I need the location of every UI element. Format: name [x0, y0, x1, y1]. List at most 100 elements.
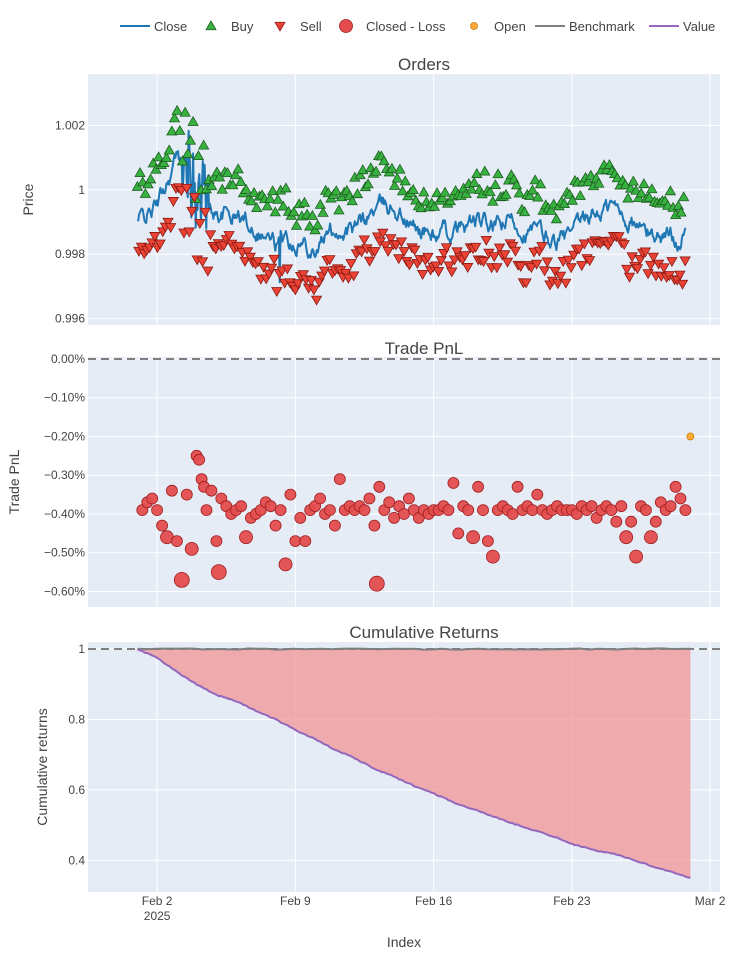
- trade_pnl-title: Trade PnL: [385, 339, 464, 358]
- buy-marker: [529, 174, 541, 185]
- buy-marker: [171, 104, 183, 115]
- x-tick-label: Mar 2: [695, 894, 726, 908]
- sell-marker: [308, 285, 320, 296]
- sell-marker: [639, 247, 652, 258]
- buy-marker: [330, 185, 342, 196]
- buy-marker: [269, 206, 281, 217]
- sell-marker: [462, 263, 474, 273]
- closed-loss-marker: [328, 519, 341, 532]
- sell-marker: [541, 257, 553, 268]
- cumulative_returns-ytick-label: 0.6: [68, 783, 85, 797]
- buy-marker: [266, 185, 279, 196]
- buy-marker: [152, 151, 165, 162]
- trade_pnl-plot-area: [88, 357, 720, 607]
- closed-loss-marker: [442, 504, 455, 517]
- orders-title: Orders: [398, 55, 450, 74]
- sell-marker: [382, 246, 394, 257]
- sell-marker: [676, 279, 689, 290]
- buy-marker: [439, 186, 451, 197]
- buy-marker: [431, 187, 443, 198]
- legend-item-value[interactable]: Value: [649, 19, 715, 34]
- sell-marker: [536, 242, 548, 253]
- legend-label: Benchmark: [569, 19, 635, 34]
- buy-marker: [142, 178, 154, 189]
- buy-marker: [235, 175, 247, 186]
- sell-marker: [443, 261, 455, 272]
- buy-marker: [179, 106, 191, 117]
- buy-marker: [630, 184, 642, 195]
- buy-marker: [197, 139, 210, 150]
- sell-marker: [268, 254, 280, 265]
- buy-marker: [532, 191, 544, 202]
- sell-markers: [133, 183, 691, 306]
- closed-loss-marker: [363, 492, 376, 505]
- trade_pnl-ytick-label: −0.30%: [44, 468, 85, 482]
- legend-item-sell[interactable]: Sell: [274, 19, 322, 34]
- buy-marker: [351, 188, 364, 199]
- sell-marker: [369, 247, 381, 258]
- buy-marker: [144, 173, 157, 184]
- legend-item-close[interactable]: Close: [120, 19, 187, 34]
- buy-marker: [526, 184, 539, 195]
- sell-marker: [584, 256, 596, 267]
- sell-marker: [422, 252, 434, 263]
- closed-loss-marker: [619, 530, 634, 545]
- closed-loss-marker: [235, 500, 248, 513]
- sell-marker: [292, 279, 304, 290]
- legend-swatch: [339, 19, 353, 33]
- closed-loss-marker: [210, 535, 223, 547]
- closed-loss-marker: [333, 473, 346, 486]
- buy-marker: [611, 172, 624, 183]
- closed-loss-marker: [402, 492, 415, 505]
- legend-label: Buy: [231, 19, 254, 34]
- buy-marker: [174, 124, 186, 135]
- buy-marker: [354, 169, 366, 180]
- sell-marker: [271, 287, 283, 298]
- legend-item-closed_loss[interactable]: Closed - Loss: [339, 19, 446, 34]
- buy-marker: [134, 167, 146, 178]
- sell-marker: [408, 245, 421, 256]
- legend-label: Open: [494, 19, 526, 34]
- sell-marker: [355, 247, 368, 258]
- buy-marker: [518, 206, 531, 217]
- closed-loss-marker: [264, 500, 277, 513]
- buy-marker: [386, 162, 398, 173]
- closed-loss-marker: [452, 527, 465, 540]
- x-tick-label: Feb 9: [280, 894, 311, 908]
- sell-marker: [626, 252, 638, 263]
- buy-marker: [333, 204, 345, 215]
- buy-marker: [574, 189, 586, 200]
- legend-item-benchmark[interactable]: Benchmark: [535, 19, 635, 34]
- buy-marker: [468, 176, 480, 187]
- closed-loss-marker: [679, 504, 692, 517]
- buy-marker: [566, 194, 578, 205]
- legend-label: Sell: [300, 19, 322, 34]
- legend-item-buy[interactable]: Buy: [205, 19, 254, 34]
- trade_pnl-ytick-label: −0.40%: [44, 507, 85, 521]
- sell-marker: [233, 241, 246, 252]
- buy-marker: [394, 163, 406, 174]
- sell-marker: [305, 276, 317, 287]
- closed-loss-marker: [173, 572, 190, 588]
- sell-marker: [432, 267, 445, 278]
- trade_pnl-ytick-label: −0.20%: [44, 429, 85, 443]
- closed-loss-marker: [323, 504, 336, 517]
- sell-marker: [488, 252, 500, 263]
- closed-loss-marker: [383, 496, 396, 509]
- closed-loss-marker: [669, 480, 682, 493]
- sell-marker: [149, 232, 161, 242]
- closed-loss-marker: [274, 504, 287, 517]
- legend-item-open[interactable]: Open: [470, 19, 526, 34]
- sell-marker: [515, 261, 527, 272]
- sell-marker: [525, 263, 538, 274]
- sell-marker: [297, 270, 309, 281]
- buy-marker: [166, 125, 178, 136]
- buy-marker: [277, 200, 289, 211]
- sell-marker: [154, 239, 166, 250]
- buy-marker: [232, 163, 244, 174]
- buy-marker: [290, 219, 303, 230]
- legend[interactable]: Close Buy Sell Closed - Loss Open Benchmark Va…: [120, 19, 715, 34]
- buy-marker: [418, 186, 430, 197]
- buy-marker: [139, 187, 152, 198]
- sell-marker: [674, 270, 686, 281]
